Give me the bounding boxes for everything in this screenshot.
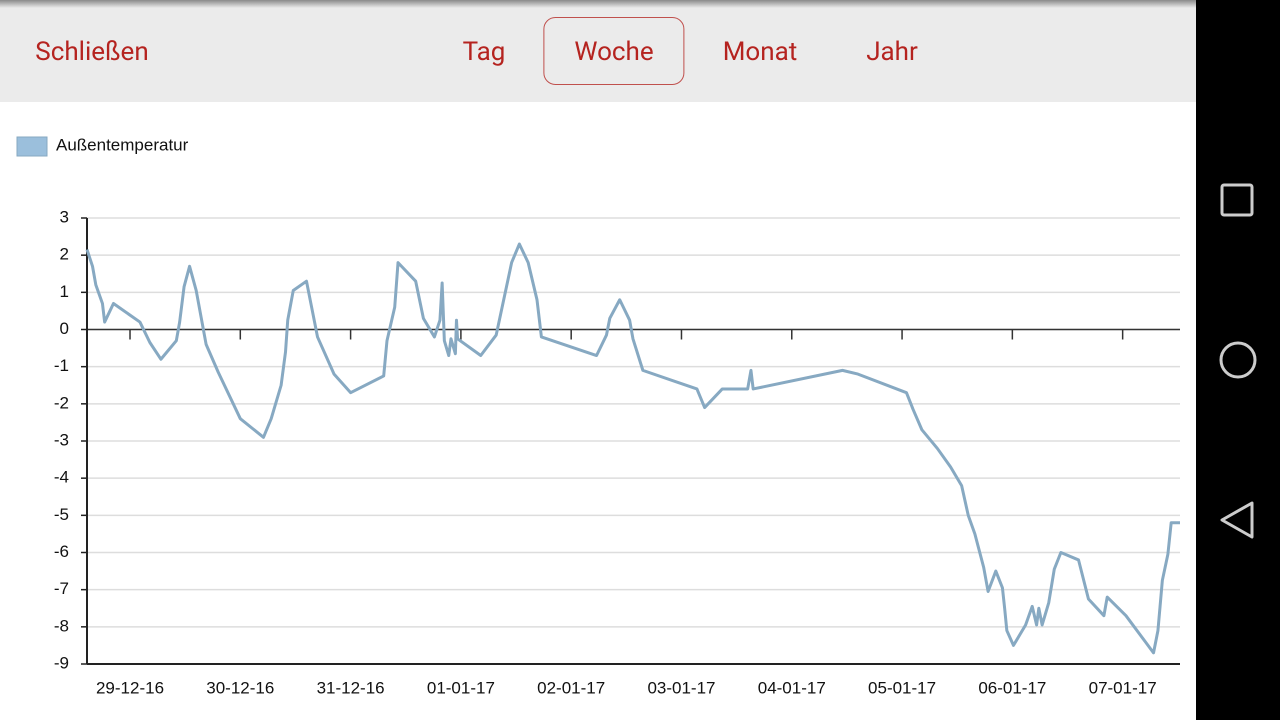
- y-tick-label: 2: [60, 245, 69, 264]
- top-bar: Schließen Tag Woche Monat Jahr: [0, 0, 1196, 102]
- tab-button[interactable]: Monat: [722, 37, 798, 67]
- shadow: [0, 0, 1196, 8]
- y-tick-label: -2: [54, 393, 69, 412]
- legend-swatch: [16, 136, 48, 157]
- system-icons: [1219, 183, 1257, 539]
- home-button[interactable]: [1219, 341, 1257, 379]
- tab-button[interactable]: Woche: [543, 17, 685, 85]
- x-tick-label: 31-12-16: [317, 678, 385, 697]
- y-tick-label: -9: [54, 653, 69, 672]
- y-tick-label: 3: [60, 207, 69, 226]
- y-tick-label: -5: [54, 505, 69, 524]
- close-button[interactable]: Schließen: [35, 37, 149, 67]
- x-tick-label: 02-01-17: [537, 678, 605, 697]
- y-tick-label: -4: [54, 468, 69, 487]
- y-tick-label: -1: [54, 356, 69, 375]
- x-tick-label: 05-01-17: [868, 678, 936, 697]
- y-tick-label: -7: [54, 579, 69, 598]
- legend-label: Außentemperatur: [56, 135, 189, 154]
- x-tick-label: 03-01-17: [647, 678, 715, 697]
- back-button[interactable]: [1220, 501, 1254, 539]
- x-tick-label: 29-12-16: [96, 678, 164, 697]
- tab-button[interactable]: Jahr: [866, 37, 918, 67]
- temperature-line: [85, 242, 1180, 655]
- x-tick-label: 06-01-17: [978, 678, 1046, 697]
- y-tick-label: -6: [54, 542, 69, 561]
- y-tick-label: -8: [54, 616, 69, 635]
- tab-button[interactable]: Tag: [462, 37, 506, 67]
- chart: Außentemperatur 3 2 1 0 -1 -2 -3 -4 -5 -6 -7 -8 -9 29-…: [16, 135, 1180, 697]
- system-nav-bar: [1196, 0, 1280, 720]
- x-tick-label: 04-01-17: [758, 678, 826, 697]
- x-tick-label: 01-01-17: [427, 678, 495, 697]
- y-tick-label: -3: [54, 430, 69, 449]
- y-tick-label: 1: [60, 282, 69, 301]
- x-tick-label: 07-01-17: [1089, 678, 1157, 697]
- x-tick-label: 30-12-16: [206, 678, 274, 697]
- recents-button[interactable]: [1220, 183, 1254, 217]
- y-tick-label: 0: [60, 319, 69, 338]
